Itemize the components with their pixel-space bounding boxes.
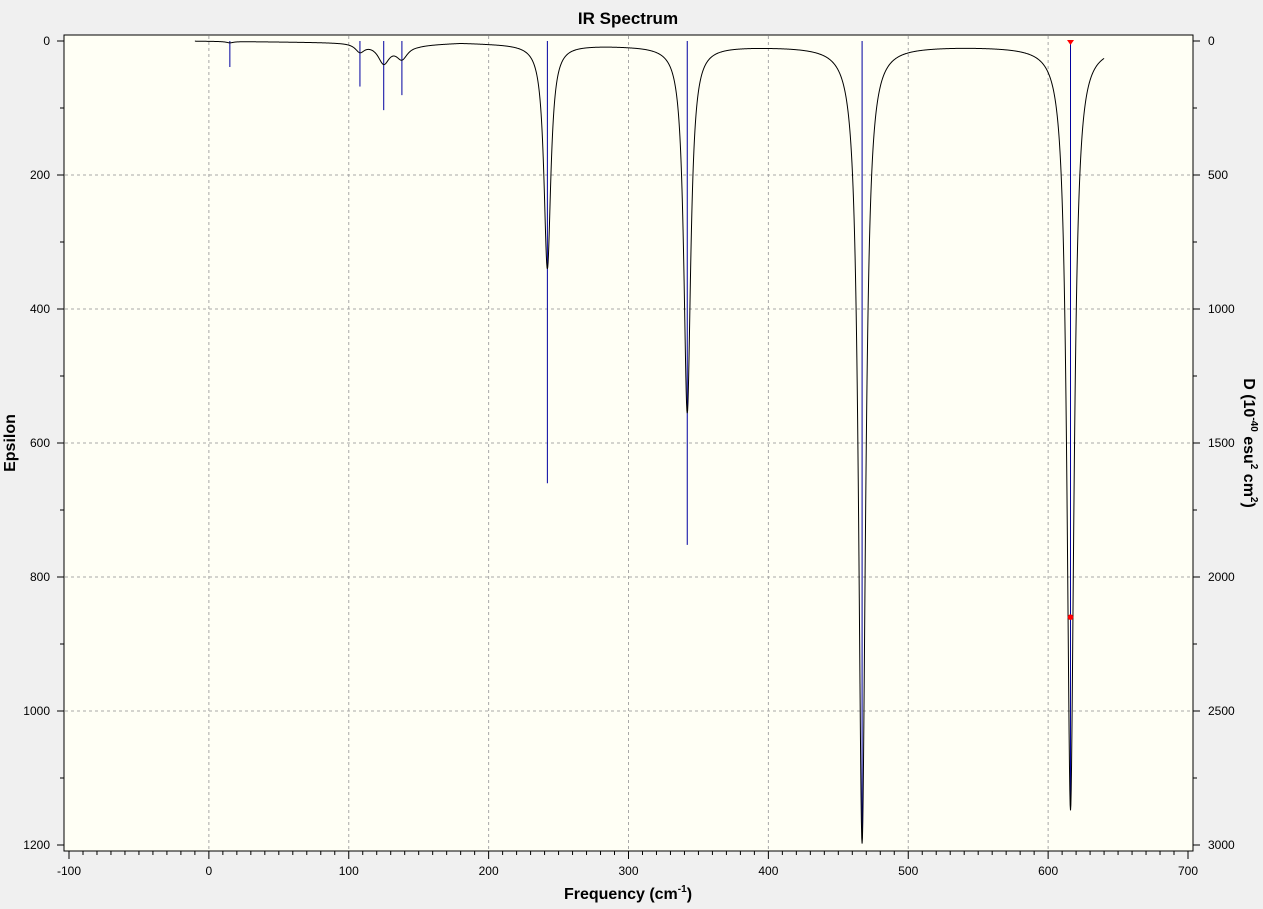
stick-spectrum xyxy=(229,41,1072,835)
x-tick-label: 500 xyxy=(898,864,918,878)
broadened-spectrum xyxy=(194,40,1105,844)
y2-tick-label: 0 xyxy=(1208,34,1215,48)
y2-tick-label: 3000 xyxy=(1208,838,1235,852)
y-tick-label: 1200 xyxy=(23,838,50,852)
y-tick-label: 0 xyxy=(43,34,50,48)
x-axis-title: Frequency (cm-1) xyxy=(564,884,692,903)
y2-tick-label: 500 xyxy=(1208,168,1228,182)
x-tick-label: 0 xyxy=(206,864,213,878)
y-tick-label: 400 xyxy=(30,302,50,316)
y2-tick-label: 2500 xyxy=(1208,704,1235,718)
x-tick-label: 600 xyxy=(1038,864,1058,878)
selected-peak-marker[interactable] xyxy=(1067,614,1074,620)
y2-tick-label: 1500 xyxy=(1208,436,1235,450)
selected-peak-markers[interactable] xyxy=(1067,40,1075,620)
chart-title: IR Spectrum xyxy=(578,9,678,28)
x-tick-label: 200 xyxy=(479,864,499,878)
y2-axis-title: D (10-40 esu2 cm2) xyxy=(1240,378,1259,508)
y-tick-label: 800 xyxy=(30,570,50,584)
x-tick-label: 300 xyxy=(618,864,638,878)
x-tick-label: -100 xyxy=(57,864,81,878)
x-tick-label: 100 xyxy=(339,864,359,878)
y-tick-label: 600 xyxy=(30,436,50,450)
axis-ticks: -100 0 100 200 300 400 500 600 700 0 200 400 600 800 1… xyxy=(23,34,1235,878)
y2-tick-label: 1000 xyxy=(1208,302,1235,316)
y2-tick-label: 2000 xyxy=(1208,570,1235,584)
y-axis-title: Epsilon xyxy=(2,414,19,472)
y-tick-label: 200 xyxy=(30,168,50,182)
selected-peak-top-marker[interactable] xyxy=(1067,40,1075,45)
x-tick-label: 400 xyxy=(758,864,778,878)
grid-lines xyxy=(65,36,1192,850)
x-tick-label: 700 xyxy=(1178,864,1198,878)
spectrum-line xyxy=(194,40,1105,844)
y-tick-label: 1000 xyxy=(23,704,50,718)
